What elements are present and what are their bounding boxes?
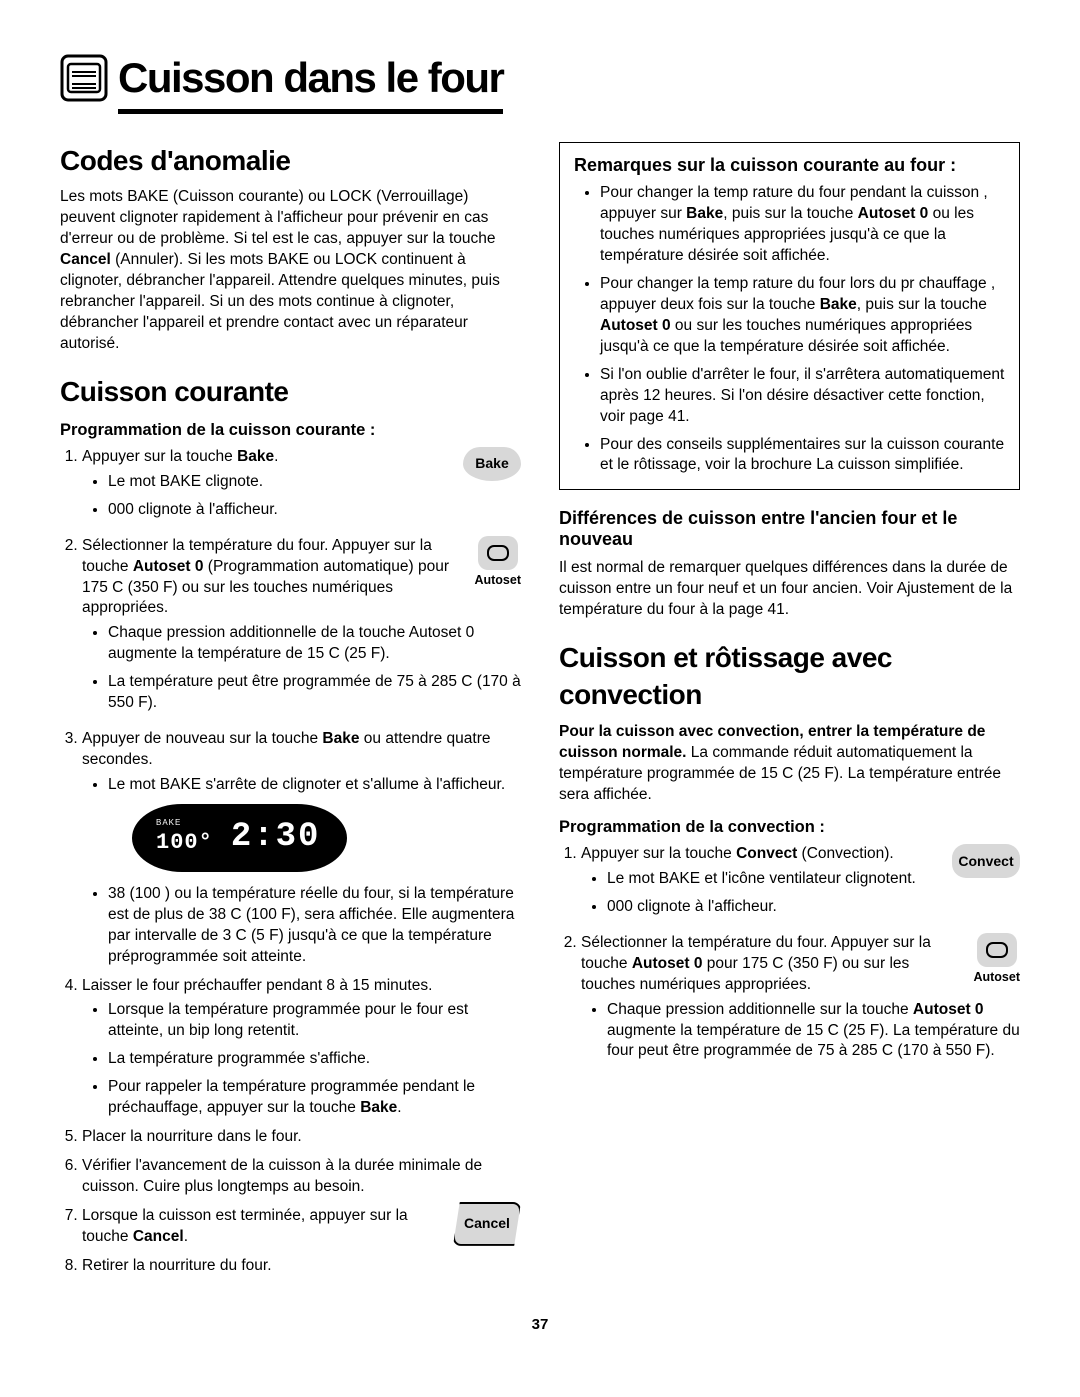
step-1: Bake Appuyer sur la touche Bake. Le mot … xyxy=(82,447,521,528)
step-2: Autoset Sélectionner la température du f… xyxy=(82,536,521,721)
cancel-button-icon: Cancel xyxy=(453,1202,521,1246)
remark-4: Pour des conseils supplémentaires sur la… xyxy=(600,435,1005,477)
conv-step-2: Autoset Sélectionner la température du f… xyxy=(581,933,1020,1070)
convection-intro: Pour la cuisson avec convection, entrer … xyxy=(559,722,1020,806)
heading-courante: Cuisson courante xyxy=(60,373,521,411)
conv-step2-b1: Chaque pression additionnelle sur la tou… xyxy=(607,1000,1020,1063)
remarks-box: Remarques sur la cuisson courante au fou… xyxy=(559,142,1020,491)
step2-b1: Chaque pression additionnelle de la touc… xyxy=(108,623,521,665)
diff-para: Il est normal de remarquer quelques diff… xyxy=(559,558,1020,621)
step1-b2: 000 clignote à l'afficheur. xyxy=(108,500,521,521)
convect-button-icon: Convect xyxy=(952,844,1020,878)
step4-b3: Pour rappeler la température programmée … xyxy=(108,1077,521,1119)
remarks-heading: Remarques sur la cuisson courante au fou… xyxy=(574,155,1005,176)
left-column: Codes d'anomalie Les mots BAKE (Cuisson … xyxy=(60,142,521,1285)
codes-paragraph: Les mots BAKE (Cuisson courante) ou LOCK… xyxy=(60,187,521,354)
oven-display-icon: BAKE 100° 2:30 xyxy=(132,804,347,872)
bake-button-icon: Bake xyxy=(463,447,521,481)
conv-step1-b2: 000 clignote à l'afficheur. xyxy=(607,897,1020,918)
remark-2: Pour changer la temp rature du four lors… xyxy=(600,274,1005,358)
step-4: Laisser le four préchauffer pendant 8 à … xyxy=(82,976,521,1120)
step-3: Appuyer de nouveau sur la touche Bake ou… xyxy=(82,729,521,967)
remark-1: Pour changer la temp rature du four pend… xyxy=(600,183,1005,267)
step-5: Placer la nourriture dans le four. xyxy=(82,1127,521,1148)
step1-b1: Le mot BAKE clignote. xyxy=(108,472,521,493)
oven-icon xyxy=(60,54,108,109)
right-column: Remarques sur la cuisson courante au fou… xyxy=(559,142,1020,1285)
step3-b1: Le mot BAKE s'arrête de clignoter et s'a… xyxy=(108,775,521,796)
page-number: 37 xyxy=(60,1315,1020,1335)
page-header: Cuisson dans le four xyxy=(60,50,1020,114)
autoset-button-icon-2: Autoset xyxy=(973,933,1020,986)
step-7: Cancel Lorsque la cuisson est terminée, … xyxy=(82,1206,521,1248)
step-8: Retirer la nourriture du four. xyxy=(82,1256,521,1277)
heading-codes: Codes d'anomalie xyxy=(60,142,521,180)
step3-b2: 38 (100 ) ou la température réelle du fo… xyxy=(108,884,521,968)
convection-subheading: Programmation de la convection : xyxy=(559,816,1020,838)
step2-b2: La température peut être programmée de 7… xyxy=(108,672,521,714)
conv-step-1: Convect Appuyer sur la touche Convect (C… xyxy=(581,844,1020,925)
prog-courante-steps: Bake Appuyer sur la touche Bake. Le mot … xyxy=(60,447,521,1277)
step4-b2: La température programmée s'affiche. xyxy=(108,1049,521,1070)
step4-b1: Lorsque la température programmée pour l… xyxy=(108,1000,521,1042)
step-6: Vérifier l'avancement de la cuisson à la… xyxy=(82,1156,521,1198)
subheading-prog-courante: Programmation de la cuisson courante : xyxy=(60,419,521,441)
convection-steps: Convect Appuyer sur la touche Convect (C… xyxy=(559,844,1020,1069)
autoset-button-icon: Autoset xyxy=(474,536,521,589)
remark-3: Si l'on oublie d'arrêter le four, il s'a… xyxy=(600,365,1005,428)
page-title: Cuisson dans le four xyxy=(118,50,503,114)
diff-heading: Différences de cuisson entre l'ancien fo… xyxy=(559,508,1020,549)
convection-heading: Cuisson et rôtissage avec convection xyxy=(559,639,1020,715)
